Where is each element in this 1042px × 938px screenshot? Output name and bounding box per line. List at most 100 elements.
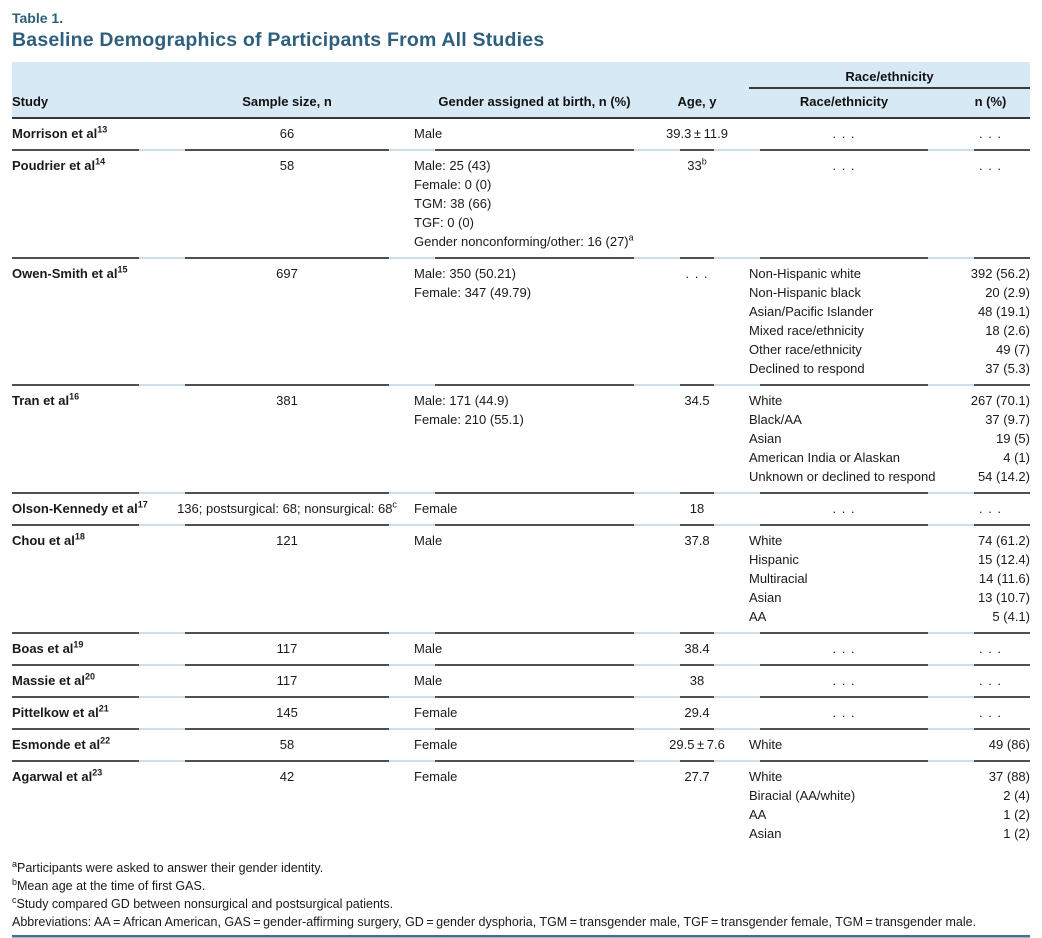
race-value: 37 (5.3) (985, 361, 1030, 376)
footnote-abbreviations: Abbreviations: AA = African American, GA… (12, 915, 977, 929)
race-ethnicity-cell: . . . (714, 151, 951, 259)
gender-cell: Male (389, 119, 657, 151)
col-header-race: Race/ethnicity (737, 89, 951, 119)
race-ethnicity-cell: White Black/AA Asian American India or Alas… (714, 386, 951, 494)
table-row: Chou et al18 121 Male 37.8 White Hispanic Mult… (12, 526, 1030, 634)
study-cell: Boas et al19 (12, 634, 162, 666)
race-value: 15 (12.4) (977, 552, 1030, 567)
gender-cell: Male: 350 (50.21) Female: 347 (49.79) (389, 259, 657, 386)
race-label: AA (749, 609, 767, 624)
race-n-cell: . . . (928, 494, 1030, 526)
race-label: Other race/ethnicity (749, 342, 862, 357)
gender-line: Male (414, 533, 443, 548)
race-n-cell: 37 (88) 2 (4) 1 (2) 1 (2) (951, 762, 1030, 849)
race-label: Non-Hispanic black (749, 285, 861, 300)
race-n-cell: . . . (928, 634, 1030, 666)
race-value: 37 (88) (988, 769, 1030, 784)
race-value: 19 (5) (996, 431, 1030, 446)
gender-line: Female (414, 769, 458, 784)
sample-size-cell: 121 (139, 526, 412, 634)
race-value: 54 (14.2) (977, 469, 1030, 484)
spanner-spacer (12, 62, 737, 89)
table-row: Agarwal et al23 42 Female 27.7 White Biracial… (12, 762, 1030, 849)
col-header-study: Study (12, 89, 162, 119)
study-cell: Agarwal et al23 (12, 767, 103, 784)
gender-line: Female (414, 705, 458, 720)
gender-line: Male (414, 126, 443, 141)
gender-line: Male: 171 (44.9) (414, 393, 509, 408)
race-label: Black/AA (749, 412, 802, 427)
study-cell: Chou et al18 (12, 526, 162, 634)
gender-line: Male (414, 673, 443, 688)
gender-cell: Male: 171 (44.9) Female: 210 (55.1) (389, 386, 657, 494)
race-value: 1 (2) (1003, 826, 1030, 841)
gender-line: TGF: 0 (0) (414, 215, 474, 230)
age-cell: 38.4 (634, 634, 737, 666)
age-cell: 38 (634, 666, 737, 698)
col-header-sample: Sample size, n (162, 89, 412, 119)
gender-line: Female (414, 737, 458, 752)
race-value: 267 (70.1) (970, 393, 1030, 408)
study-cell: Pittelkow et al21 (12, 698, 162, 730)
age-cell: 34.5 (634, 386, 737, 494)
study-cell: Owen-Smith et al15 (12, 259, 162, 386)
race-value: 5 (4.1) (992, 609, 1030, 624)
race-n-cell: . . . (928, 119, 1030, 151)
sample-size-cell: 58 (139, 151, 412, 259)
gender-line: Female: 347 (49.79) (414, 285, 532, 300)
age-cell: 29.5 ± 7.6 (634, 730, 737, 762)
race-value: 49 (7) (996, 342, 1030, 357)
race-n-cell: 49 (86) (928, 730, 1030, 762)
race-label: Hispanic (749, 552, 799, 567)
gender-cell: Male (389, 526, 657, 634)
table-row: Owen-Smith et al15 697 Male: 350 (50.21) Fe… (12, 259, 1030, 386)
study-cell: Morrison et al13 (12, 119, 162, 151)
race-label: Unknown or declined to respond (749, 469, 936, 484)
study-cell: Tran et al16 (12, 386, 162, 494)
age-cell: 18 (634, 494, 737, 526)
column-header-row: Study Sample size, n Gender assigned at … (12, 89, 1030, 119)
race-value: 4 (1) (1003, 450, 1030, 465)
race-label: Multiracial (749, 571, 808, 586)
table-row: Poudrier et al14 58 Male: 25 (43) Female: 0… (12, 151, 1030, 259)
race-label: Asian (749, 590, 782, 605)
table-number: Table 1. (12, 10, 64, 26)
race-value: 13 (10.7) (977, 590, 1030, 605)
race-value: 37 (9.7) (985, 412, 1030, 427)
table-row: Pittelkow et al21 145 Female 29.4. . .. . . (12, 698, 1030, 730)
race-label: White (749, 533, 783, 548)
race-ethnicity-cell: White Hispanic Multiracial Asian AA (714, 526, 951, 634)
spanner-label: Race/ethnicity (845, 69, 934, 84)
sample-size-cell: 117 (139, 634, 412, 666)
col-header-gender: Gender assigned at birth, n (%) (412, 89, 657, 119)
race-label: Mixed race/ethnicity (749, 323, 864, 338)
race-ethnicity-spanner: Race/ethnicity (737, 62, 1030, 89)
study-cell: Esmonde et al22 (12, 730, 162, 762)
race-ethnicity-cell: White (714, 730, 951, 762)
table-row: Morrison et al13 66 Male 39.3 ± 11.9. . .. … (12, 119, 1030, 151)
table-body: Morrison et al13 66 Male 39.3 ± 11.9. . .. … (12, 119, 1030, 849)
gender-cell: Male (389, 634, 657, 666)
table-row: Tran et al16 381 Male: 171 (44.9) Female: 2… (12, 386, 1030, 494)
gender-cell: Male (389, 666, 657, 698)
race-value: 18 (2.6) (985, 323, 1030, 338)
gender-line: Female (414, 501, 458, 516)
race-label: Non-Hispanic white (749, 266, 861, 281)
gender-line: Female: 210 (55.1) (414, 412, 524, 427)
col-header-n: n (%) (951, 89, 1030, 119)
race-value: 1 (2) (1003, 807, 1030, 822)
sample-size-cell: 381 (139, 386, 412, 494)
race-ethnicity-cell: . . . (714, 634, 951, 666)
sample-size-cell: 145 (139, 698, 412, 730)
race-n-cell: . . . (928, 151, 1030, 259)
sample-size-cell: 58 (139, 730, 412, 762)
race-value: 20 (2.9) (985, 285, 1030, 300)
race-value: 49 (86) (988, 737, 1030, 752)
gender-line: TGM: 38 (66) (414, 196, 492, 211)
race-value: 14 (11.6) (978, 571, 1030, 586)
race-n-cell: 392 (56.2) 20 (2.9) 48 (19.1) 18 (2.6) 49 (7… (928, 259, 1030, 386)
race-label: Asian/Pacific Islander (749, 304, 874, 319)
race-label: Biracial (AA/white) (749, 788, 856, 803)
race-label: American India or Alaskan (749, 450, 901, 465)
race-n-cell: 267 (70.1) 37 (9.7) 19 (5) 4 (1) 54 (14.2) (928, 386, 1030, 494)
